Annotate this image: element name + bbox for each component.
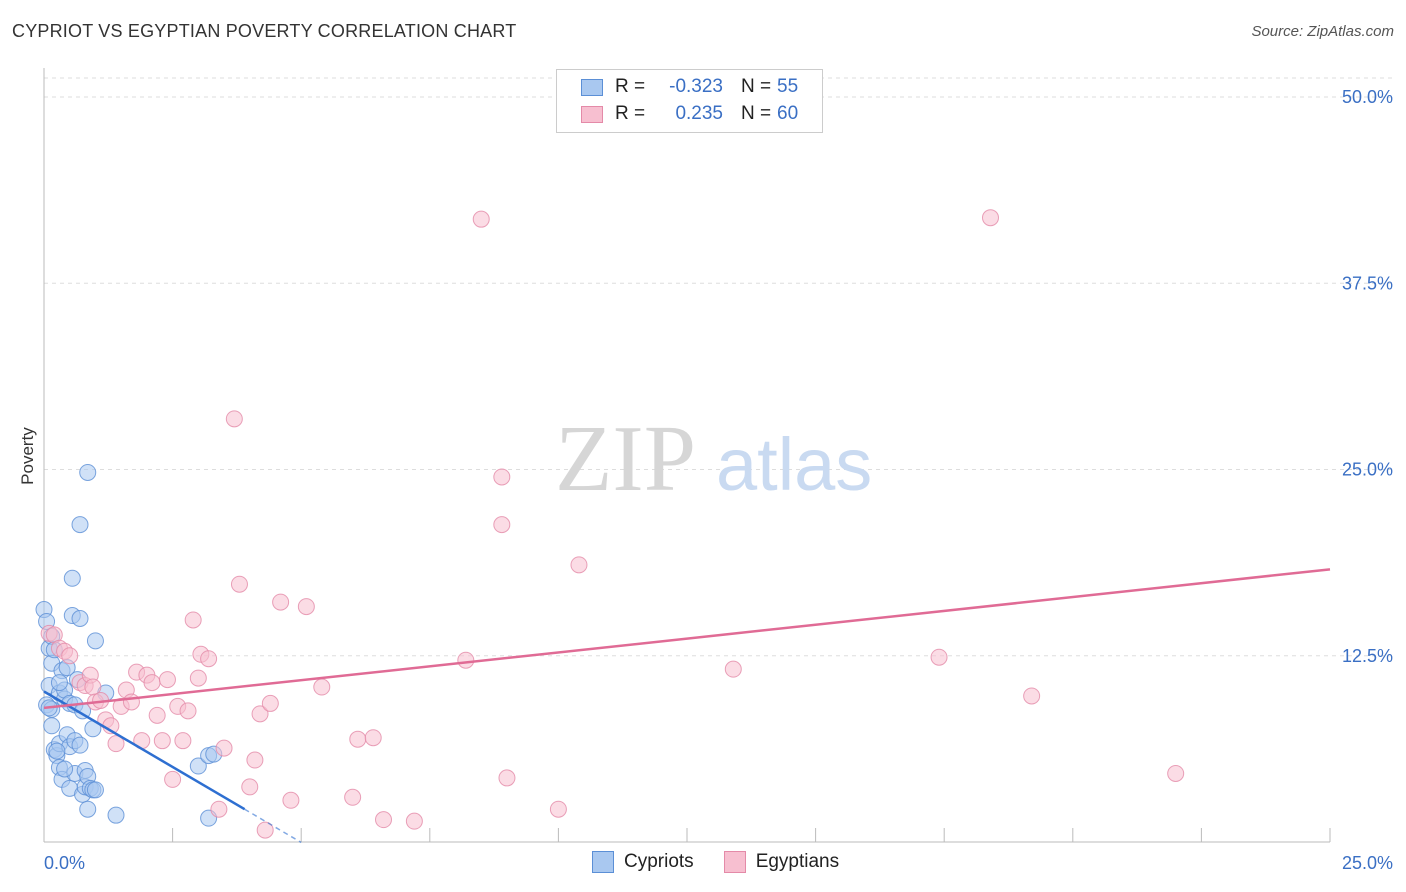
egyptian-trendline (43, 568, 1331, 710)
cypriot-point-48 (48, 742, 66, 760)
y-tick-labels: 12.5% 25.0% 37.5% 50.0% (1342, 87, 1393, 666)
cypriot-point-36 (86, 781, 104, 799)
y-tick-label-3: 50.0% (1342, 87, 1393, 107)
cypriot-point-50 (189, 757, 207, 775)
cypriot-point-27 (71, 736, 89, 754)
y-tick-label-0: 12.5% (1342, 646, 1393, 666)
cypriot-point-49 (56, 760, 74, 778)
egyptian-point-60 (1023, 687, 1041, 705)
egyptian-point-24 (164, 770, 182, 788)
legend-row-egyptians: R = 0.235 N = 60 (581, 102, 798, 126)
egyptian-point-31 (200, 650, 218, 668)
y-tick-label-2: 37.5% (1342, 273, 1393, 293)
egyptian-point-61 (1167, 764, 1185, 782)
y-tick-label-1: 25.0% (1342, 460, 1393, 480)
legend-label-cypriots: Cypriots (624, 851, 694, 872)
egyptian-point-55 (549, 800, 567, 818)
egyptian-point-13 (107, 735, 125, 753)
egyptian-point-21 (148, 706, 166, 724)
egyptian-point-59 (981, 209, 999, 227)
egyptian-point-44 (313, 678, 331, 696)
source-label: Source: ZipAtlas.com (1251, 23, 1394, 40)
x-tick-label-min: 0.0% (44, 853, 85, 873)
r-label: R = (615, 76, 646, 97)
egyptian-point-27 (179, 702, 197, 720)
egyptian-point-52 (493, 468, 511, 486)
egyptian-point-28 (184, 611, 202, 629)
egyptian-point-38 (251, 705, 269, 723)
cypriot-point-38 (86, 632, 104, 650)
egyptian-point-29 (189, 669, 207, 687)
egyptian-point-47 (364, 729, 382, 747)
cypriot-point-33 (79, 800, 97, 818)
x-tick-label-max: 25.0% (1342, 853, 1393, 873)
r-label: R = (615, 103, 646, 124)
r-value-cypriots: -0.323 (669, 76, 723, 97)
egyptian-point-40 (261, 694, 279, 712)
egyptian-point-4 (61, 647, 79, 665)
series-egyptians (40, 209, 1185, 839)
series-legend: Cypriots Egyptians (592, 851, 869, 873)
egyptian-point-51 (472, 210, 490, 228)
egyptian-point-41 (272, 593, 290, 611)
egyptian-point-16 (122, 693, 140, 711)
correlation-legend: R = -0.323 N = 55 R = 0.235 N = 60 (556, 69, 823, 133)
n-value-cypriots: 55 (777, 76, 799, 97)
x-tick-marks (43, 828, 1331, 842)
chart-title: CYPRIOT VS EGYPTIAN POVERTY CORRELATION … (12, 21, 517, 41)
n-label: N = (741, 103, 772, 124)
watermark-zip: ZIP (555, 407, 696, 511)
egyptian-point-34 (225, 410, 243, 428)
egyptian-point-43 (297, 598, 315, 616)
cypriot-trendline-extension (244, 808, 302, 844)
cypriot-point-23 (63, 569, 81, 587)
watermark: ZIP atlas (555, 407, 872, 511)
egyptian-point-58 (930, 648, 948, 666)
egyptian-point-54 (498, 769, 516, 787)
egyptian-point-32 (210, 800, 228, 818)
cypriot-point-28 (71, 610, 89, 627)
egyptian-point-36 (241, 778, 259, 796)
x-tick-labels: 0.0% 25.0% (44, 853, 1393, 873)
trendlines (43, 568, 1331, 844)
egyptian-point-49 (405, 812, 423, 830)
egyptian-point-22 (153, 732, 171, 750)
cypriot-point-40 (107, 806, 125, 824)
r-value-egyptians: 0.235 (675, 103, 723, 124)
cypriots-legend-swatch (592, 851, 614, 873)
legend-item-cypriots[interactable]: Cypriots (592, 851, 694, 873)
cypriot-trendline (43, 690, 246, 811)
cypriot-point-45 (50, 674, 68, 692)
egyptian-point-53 (493, 516, 511, 534)
n-label: N = (741, 76, 772, 97)
egyptian-point-23 (158, 671, 176, 689)
egyptians-legend-swatch (723, 851, 746, 873)
egyptian-point-39 (256, 821, 274, 839)
cypriot-point-42 (71, 516, 89, 534)
n-value-egyptians: 60 (777, 103, 799, 124)
legend-item-egyptians[interactable]: Egyptians (723, 851, 840, 873)
egyptian-point-42 (282, 791, 300, 809)
egyptians-swatch (581, 105, 603, 123)
egyptian-point-57 (724, 660, 742, 678)
legend-row-cypriots: R = -0.323 N = 55 (581, 75, 798, 99)
egyptian-point-20 (143, 674, 161, 692)
egyptian-point-50 (457, 651, 475, 669)
cypriot-point-41 (79, 463, 97, 481)
egyptian-point-46 (349, 730, 367, 748)
egyptian-point-37 (246, 751, 264, 769)
egyptian-point-56 (570, 556, 588, 574)
watermark-atlas: atlas (716, 423, 872, 506)
legend-label-egyptians: Egyptians (755, 851, 840, 872)
egyptian-point-45 (344, 788, 362, 806)
egyptian-point-35 (230, 575, 248, 593)
cypriot-point-7 (43, 717, 61, 735)
gridlines (44, 77, 1394, 657)
egyptian-point-26 (174, 732, 192, 750)
egyptian-point-48 (375, 811, 393, 829)
egyptian-point-33 (215, 739, 233, 757)
cypriots-swatch (581, 78, 603, 96)
